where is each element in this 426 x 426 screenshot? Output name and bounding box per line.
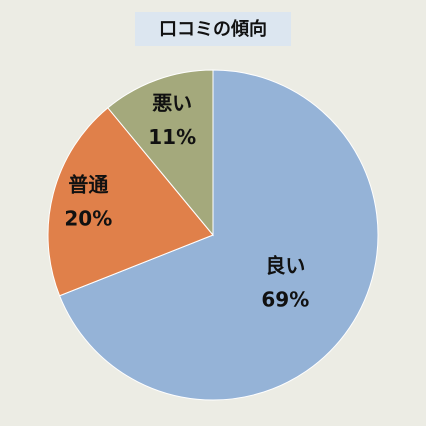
pie-slice — [47, 107, 214, 297]
slice-value-label: 11% — [148, 125, 196, 149]
slice-category-label: 悪い — [152, 91, 192, 115]
pie-slice — [107, 69, 214, 237]
title-box — [135, 12, 291, 46]
slice-value-label: 69% — [261, 288, 309, 312]
pie-slice — [58, 69, 379, 401]
slice-value-label: 20% — [64, 206, 112, 230]
slice-category-label: 普通 — [68, 172, 108, 196]
chart-title: 口コミの傾向 — [159, 18, 267, 40]
slice-category-label: 良い — [265, 254, 305, 278]
